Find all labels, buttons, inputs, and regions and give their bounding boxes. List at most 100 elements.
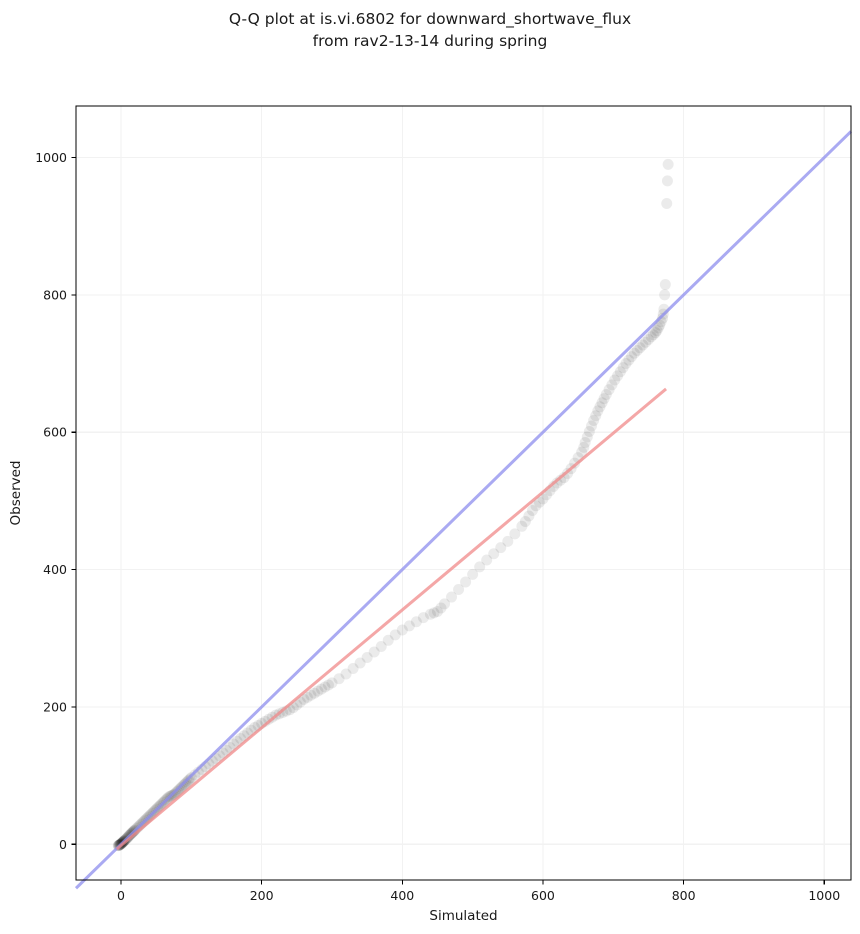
data-point	[649, 327, 661, 339]
data-point	[651, 325, 663, 337]
data-point	[606, 379, 618, 391]
data-point	[347, 662, 359, 674]
fit-line	[115, 387, 668, 851]
data-point	[640, 336, 652, 348]
data-point	[637, 339, 649, 351]
data-point	[581, 431, 593, 443]
data-point	[659, 289, 671, 301]
data-point	[555, 474, 567, 486]
data-point	[600, 388, 612, 400]
data-point	[576, 446, 588, 458]
data-point	[509, 528, 521, 540]
data-point	[417, 612, 429, 624]
data-point	[645, 331, 657, 343]
tick-marks-layer	[71, 156, 825, 885]
scatter-series-quantile-points	[112, 158, 674, 852]
data-point	[603, 384, 615, 396]
gridlines-layer	[76, 106, 851, 880]
data-point	[315, 683, 327, 695]
data-point	[590, 410, 602, 422]
data-point	[661, 175, 673, 187]
data-point	[598, 393, 610, 405]
data-point	[609, 374, 621, 386]
data-point	[626, 351, 638, 363]
data-point	[519, 516, 531, 527]
one-to-one-line	[74, 130, 853, 890]
data-point	[488, 548, 500, 560]
plot-border	[75, 105, 852, 881]
data-point	[659, 279, 671, 291]
data-point	[439, 598, 451, 610]
data-point	[578, 441, 590, 453]
data-point	[228, 738, 240, 750]
data-point	[652, 322, 664, 334]
data-point	[523, 510, 535, 522]
data-point	[481, 554, 493, 566]
x-tick-label: 600	[531, 888, 555, 903]
data-point	[551, 477, 563, 489]
data-point	[263, 713, 275, 725]
y-tick-label: 0	[59, 837, 67, 852]
data-point	[217, 747, 229, 759]
data-point	[435, 602, 447, 614]
data-point	[533, 496, 545, 508]
data-point	[526, 505, 538, 517]
data-point	[631, 344, 643, 356]
data-point	[594, 401, 606, 413]
data-point	[322, 679, 334, 691]
data-point	[585, 420, 597, 432]
tick-labels-layer: 0 200 400 600 800 1000 0 200 400 600 800 1000	[35, 150, 840, 903]
reference-lines-layer	[74, 130, 853, 890]
data-point	[368, 646, 380, 658]
data-point	[305, 689, 317, 701]
data-point	[623, 354, 635, 366]
data-point	[301, 691, 313, 703]
data-point	[231, 735, 243, 747]
data-point	[424, 608, 436, 620]
data-point	[340, 668, 352, 680]
data-point	[614, 366, 626, 378]
data-point	[583, 426, 595, 438]
data-point	[657, 312, 669, 324]
data-point	[579, 437, 591, 449]
y-axis-title: Observed	[8, 461, 24, 526]
data-point	[592, 405, 604, 417]
x-tick-label: 0	[117, 888, 125, 903]
x-tick-label: 1000	[808, 888, 840, 903]
data-point	[588, 415, 600, 427]
data-point	[662, 158, 674, 170]
data-point	[467, 568, 479, 580]
data-point	[375, 641, 387, 652]
y-tick-label: 400	[43, 562, 67, 577]
y-tick-label: 600	[43, 425, 67, 440]
data-point	[620, 358, 632, 370]
data-point	[569, 457, 581, 469]
data-point	[396, 624, 408, 636]
x-tick-label: 400	[390, 888, 414, 903]
data-point	[453, 583, 465, 595]
title-line-2: from rav2-13-14 during spring	[312, 32, 548, 51]
axis-titles-layer: Simulated Observed	[8, 461, 498, 924]
data-point	[446, 591, 458, 603]
data-point	[612, 370, 624, 382]
x-tick-label: 800	[672, 888, 696, 903]
data-point	[189, 769, 201, 781]
data-point	[361, 651, 373, 663]
data-point	[474, 561, 486, 573]
data-point	[596, 397, 608, 409]
data-point	[530, 500, 542, 512]
data-point	[312, 685, 324, 697]
data-point	[502, 535, 514, 547]
data-point	[403, 620, 415, 632]
data-point	[460, 576, 472, 588]
data-point	[516, 520, 528, 532]
data-point	[326, 677, 338, 689]
data-point	[617, 362, 629, 374]
data-point	[495, 542, 507, 554]
data-point	[333, 673, 345, 685]
x-axis-title: Simulated	[429, 908, 497, 924]
data-point	[213, 750, 225, 762]
data-point	[642, 334, 654, 345]
